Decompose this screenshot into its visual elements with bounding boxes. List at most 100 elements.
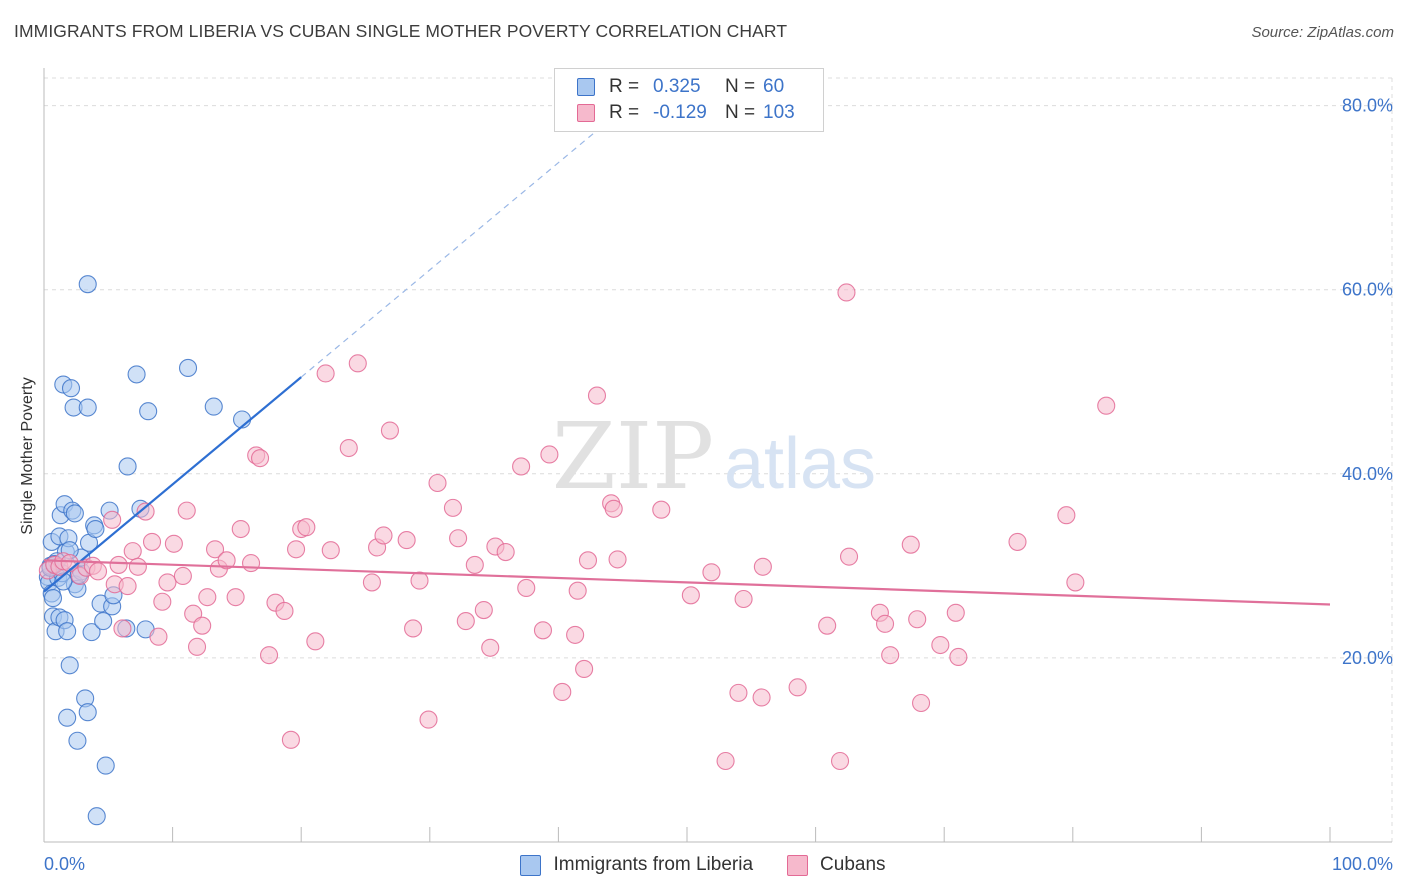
data-point <box>818 616 837 635</box>
data-point <box>410 571 429 590</box>
chart-title: IMMIGRANTS FROM LIBERIA VS CUBAN SINGLE … <box>14 21 788 41</box>
legend-r-label: R = <box>609 102 640 123</box>
y-tick-label: 20.0% <box>1342 648 1393 668</box>
legend-n-value: 60 <box>763 76 785 97</box>
data-point <box>316 364 335 383</box>
data-point <box>729 683 748 702</box>
data-point <box>153 592 172 611</box>
data-point <box>68 731 87 750</box>
data-point <box>1066 573 1085 592</box>
legend-item-liberia[interactable]: Immigrants from Liberia <box>520 854 753 876</box>
data-point <box>1008 532 1027 551</box>
legend-r-value: 0.325 <box>653 76 701 97</box>
data-point <box>734 589 753 609</box>
data-point <box>752 688 771 707</box>
watermark-atlas: atlas <box>724 424 876 504</box>
data-point <box>837 283 856 302</box>
data-point <box>702 563 721 582</box>
data-point <box>78 703 97 722</box>
data-point <box>912 693 931 713</box>
data-point <box>82 623 101 642</box>
data-point <box>374 526 393 545</box>
legend-n-value: 103 <box>763 102 795 123</box>
x-tick-label: 0.0% <box>44 854 85 874</box>
data-point <box>456 612 475 631</box>
data-point <box>205 540 225 559</box>
data-point <box>287 540 306 559</box>
data-point <box>61 379 81 398</box>
trend-line-cubans <box>43 559 1331 606</box>
legend-row-liberia: R = 0.325 N = 60 <box>577 74 784 100</box>
data-point <box>566 625 585 644</box>
watermark-zip: ZIP <box>552 403 714 510</box>
data-point <box>587 386 607 405</box>
legend-row-cubans: R = -0.129 N = 103 <box>577 100 795 126</box>
data-point <box>428 473 447 493</box>
data-point <box>881 646 900 665</box>
data-point <box>348 354 367 373</box>
data-point <box>496 542 515 562</box>
data-point <box>118 457 137 476</box>
data-point <box>1057 506 1076 525</box>
legend-item-cubans[interactable]: Cubans <box>787 854 886 876</box>
series-cubans <box>38 283 1116 771</box>
data-point <box>652 500 671 519</box>
data-point <box>339 438 358 458</box>
trend-line-liberia <box>43 376 302 593</box>
data-point <box>217 551 236 570</box>
data-point <box>241 554 261 573</box>
data-point <box>58 622 77 641</box>
data-point <box>103 510 122 529</box>
data-point <box>568 581 587 600</box>
data-point <box>178 358 198 378</box>
data-point <box>362 573 381 592</box>
data-point <box>533 621 553 640</box>
legend-label-cubans: Cubans <box>820 854 886 875</box>
data-point <box>321 541 340 560</box>
data-point <box>512 457 531 476</box>
data-point <box>578 551 598 570</box>
data-point <box>87 807 106 826</box>
legend-swatch-liberia <box>520 854 542 876</box>
legend-swatch-cubans <box>577 104 595 122</box>
data-point <box>306 632 325 651</box>
data-point <box>553 682 572 702</box>
data-point <box>204 397 223 416</box>
data-point <box>540 445 559 464</box>
data-point <box>164 534 183 553</box>
data-point <box>118 577 137 596</box>
data-point <box>716 751 735 771</box>
data-point <box>113 619 132 638</box>
data-point <box>908 610 927 629</box>
y-tick-label: 80.0% <box>1342 96 1393 116</box>
series-legend: Immigrants from Liberia Cubans <box>0 851 1406 879</box>
x-tick-label: 100.0% <box>1332 854 1393 874</box>
data-point <box>681 586 700 605</box>
y-tick-label: 40.0% <box>1342 464 1393 484</box>
source-credit: Source: ZipAtlas.com <box>1251 24 1394 41</box>
data-point <box>419 710 438 729</box>
legend-swatch-cubans <box>787 854 809 876</box>
data-point <box>127 365 146 384</box>
data-point <box>380 421 399 440</box>
trend-layer <box>43 124 1331 606</box>
points-layer <box>38 275 1116 826</box>
data-point <box>193 616 212 635</box>
data-point <box>788 678 807 697</box>
data-point <box>946 603 965 622</box>
data-point <box>231 519 250 539</box>
data-point <box>875 614 895 633</box>
correlation-legend: R = 0.325 N = 60 R = -0.129 N = 103 <box>554 68 824 132</box>
data-point <box>123 542 142 561</box>
data-point <box>184 604 203 623</box>
data-point <box>177 501 196 520</box>
data-point <box>465 555 484 574</box>
data-point <box>60 656 79 675</box>
data-point <box>198 588 217 607</box>
legend-n-label: N = <box>725 76 756 97</box>
data-point <box>1097 396 1116 415</box>
data-point <box>839 547 859 566</box>
data-point <box>78 398 97 417</box>
data-point <box>158 573 177 592</box>
data-point <box>604 499 623 518</box>
